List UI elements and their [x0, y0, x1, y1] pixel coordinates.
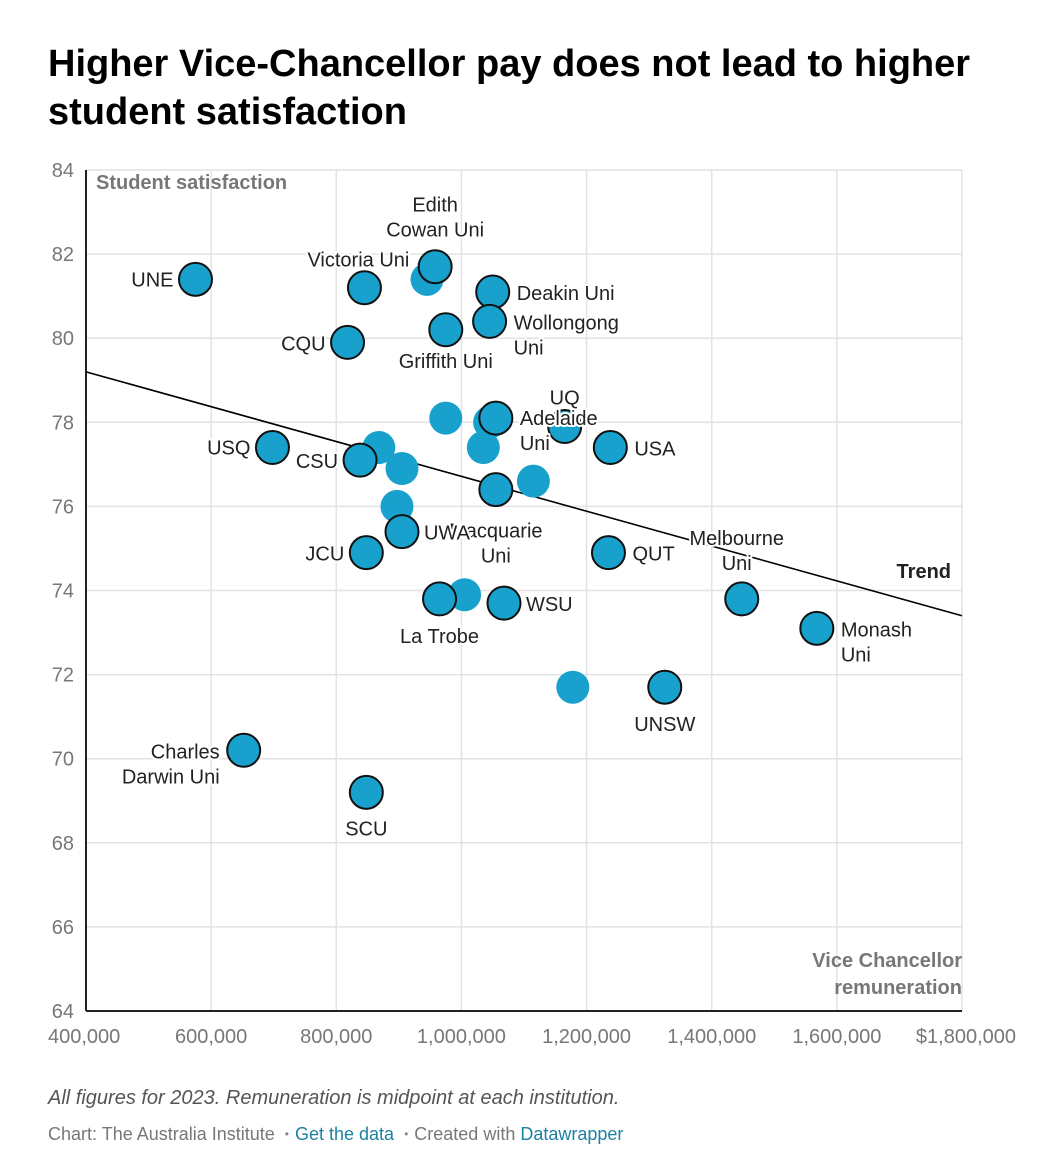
x-tick-label: 1,600,000 [792, 1026, 881, 1048]
point-une[interactable] [178, 261, 213, 297]
point-uq[interactable] [547, 409, 583, 445]
data-points[interactable] [178, 249, 835, 810]
y-tick-label: 84 [52, 160, 74, 182]
point-wollongong-uni[interactable] [472, 303, 508, 339]
point-qut[interactable] [590, 535, 626, 571]
point-label: WSU [526, 594, 573, 616]
point-monash-uni[interactable] [799, 610, 835, 646]
y-axis-title: Student satisfaction [96, 172, 287, 194]
x-tick-label: 800,000 [300, 1026, 372, 1048]
point-label: Macquarie Uni [449, 521, 542, 568]
y-tick-label: 72 [52, 665, 74, 687]
point-labels: UNE Victoria Uni Edith Cowan Uni Deakin Uni W… [120, 193, 914, 843]
point-label: Edith Cowan Uni [386, 195, 484, 242]
point-edith-cowan-uni[interactable] [417, 249, 453, 285]
point-unlabelled[interactable] [516, 464, 550, 498]
point-label: UWA [424, 523, 471, 545]
chart-title: Higher Vice-Chancellor pay does not lead… [48, 43, 971, 133]
x-tick-label: 1,000,000 [417, 1026, 506, 1048]
point-label: SCU [345, 818, 387, 840]
point-label: Melbourne Uni [689, 528, 784, 575]
point-label: La Trobe [400, 626, 479, 648]
x-tick-label: 1,400,000 [667, 1026, 756, 1048]
point-label: Charles Darwin Uni [122, 741, 220, 788]
point-adelaide-uni[interactable] [478, 400, 514, 436]
x-tick-label: $1,800,000 [916, 1026, 1016, 1048]
point-label: Adelaide Uni [520, 408, 598, 455]
point-wsu[interactable] [486, 585, 522, 621]
point-uwa[interactable] [384, 514, 420, 550]
point-label: UNSW [634, 714, 695, 736]
chart-footer: Chart: The Australia Institute • Get the d… [48, 1124, 623, 1145]
y-tick-label: 70 [52, 749, 74, 771]
point-melbourne-uni[interactable] [724, 581, 760, 617]
x-tick-label: 1,200,000 [542, 1026, 631, 1048]
x-tick-label: 600,000 [175, 1026, 247, 1048]
point-la-trobe[interactable] [422, 581, 458, 617]
point-label: Victoria Uni [307, 250, 409, 272]
point-cqu[interactable] [330, 324, 366, 360]
point-charles-darwin-uni[interactable] [226, 732, 262, 768]
y-tick-label: 64 [52, 1001, 74, 1023]
point-griffith-uni[interactable] [428, 312, 464, 348]
point-csu[interactable] [342, 442, 378, 478]
x-axis-title: Vice Chancellor remuneration [812, 950, 962, 999]
point-deakin-uni[interactable] [475, 274, 511, 310]
point-label: USQ [207, 438, 250, 460]
point-label: JCU [305, 544, 344, 566]
chart-notes: All figures for 2023. Remuneration is mi… [48, 1087, 620, 1109]
trend-label: Trend [897, 561, 951, 583]
point-unlabelled[interactable] [429, 401, 463, 435]
y-tick-label: 76 [52, 496, 74, 518]
y-tick-label: 78 [52, 412, 74, 434]
point-scu[interactable] [348, 774, 384, 810]
point-label: QUT [632, 544, 674, 566]
separator-dot: • [284, 1127, 289, 1141]
point-label: Griffith Uni [399, 351, 493, 373]
point-label: UNE [131, 269, 173, 291]
point-victoria-uni[interactable] [346, 270, 382, 306]
y-tick-label: 74 [52, 581, 74, 603]
point-unlabelled[interactable] [556, 670, 590, 704]
point-unlabelled[interactable] [466, 431, 500, 465]
point-jcu[interactable] [348, 535, 384, 571]
point-label: CSU [296, 451, 338, 473]
x-tick-label: 400,000 [48, 1026, 120, 1048]
y-tick-label: 82 [52, 244, 74, 266]
point-label: Monash Uni [841, 619, 912, 666]
source-credit: Chart: The Australia Institute [48, 1124, 275, 1144]
scatter-plot: 64 66 68 70 72 74 76 78 80 82 84 400,000 600,000 800,… [48, 160, 1016, 1048]
point-unsw[interactable] [647, 669, 683, 705]
y-tick-label: 68 [52, 833, 74, 855]
y-tick-label: 80 [52, 328, 74, 350]
point-label: UQ [550, 388, 580, 410]
y-tick-label: 66 [52, 917, 74, 939]
point-macquarie-uni[interactable] [478, 472, 514, 508]
point-label: CQU [281, 333, 325, 355]
point-usa[interactable] [592, 430, 628, 466]
point-label: USA [634, 439, 676, 461]
separator-dot: • [404, 1127, 409, 1141]
point-label: Deakin Uni [517, 283, 615, 305]
datawrapper-link[interactable]: Datawrapper [520, 1124, 624, 1144]
point-label: Wollongong Uni [514, 312, 619, 359]
created-with-text: Created with [414, 1124, 516, 1144]
get-data-link[interactable]: Get the data [295, 1124, 395, 1144]
point-usq[interactable] [254, 430, 290, 466]
point-unlabelled[interactable] [385, 452, 419, 486]
axes: 64 66 68 70 72 74 76 78 80 82 84 400,000 600,000 800,… [48, 160, 1016, 1048]
